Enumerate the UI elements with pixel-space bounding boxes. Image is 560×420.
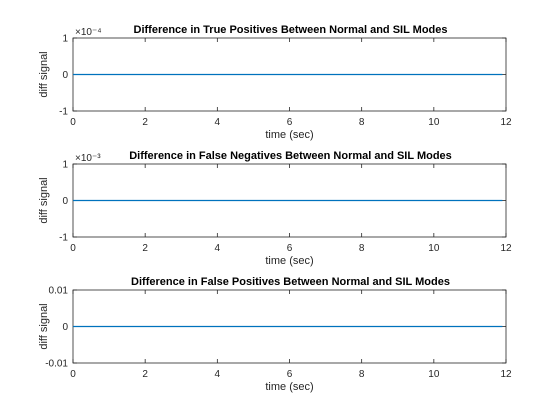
x-axis-label: time (sec): [265, 129, 313, 141]
y-tick-label: 0.01: [49, 286, 69, 297]
subplots: 0 2 4 6 8 10 12-101×10⁻⁴ Difference in True Pos…: [38, 24, 512, 393]
y-axis-label: diff signal: [38, 303, 50, 349]
x-tick-label: 10: [428, 243, 440, 254]
x-axis-label: time (sec): [265, 381, 313, 393]
y-axis-label: diff signal: [38, 177, 50, 223]
x-tick-label: 0: [70, 369, 76, 380]
y-tick-label: 0: [62, 196, 68, 207]
x-tick-label: 6: [287, 117, 293, 128]
x-tick-label: 8: [359, 243, 365, 254]
x-tick-label: 2: [142, 243, 148, 254]
x-tick-label: 12: [500, 369, 512, 380]
x-tick-label: 10: [428, 117, 440, 128]
y-tick-label: 1: [62, 34, 68, 45]
x-tick-label: 12: [500, 117, 512, 128]
subplot-title: Difference in True Positives Between Nor…: [134, 24, 448, 36]
x-tick-label: 10: [428, 369, 440, 380]
x-tick-label: 4: [215, 243, 221, 254]
y-tick-label: 0: [62, 70, 68, 81]
y-tick-label: -1: [59, 233, 68, 244]
x-axis-label: time (sec): [265, 255, 313, 267]
x-tick-label: 12: [500, 243, 512, 254]
x-tick-label: 8: [359, 117, 365, 128]
y-axis-label: diff signal: [38, 51, 50, 97]
x-tick-label: 4: [215, 369, 221, 380]
x-tick-label: 0: [70, 243, 76, 254]
y-tick-label: 1: [62, 160, 68, 171]
y-exponent-label: ×10⁻³: [75, 153, 101, 164]
x-tick-label: 4: [215, 117, 221, 128]
x-tick-label: 6: [287, 369, 293, 380]
subplot-2: 0 2 4 6 8 10 12-101×10⁻³ Difference in False Ne…: [38, 150, 512, 267]
y-tick-label: -0.01: [45, 359, 68, 370]
y-tick-label: -1: [59, 107, 68, 118]
x-tick-label: 0: [70, 117, 76, 128]
y-tick-label: 0: [62, 322, 68, 333]
y-exponent-label: ×10⁻⁴: [75, 27, 102, 38]
x-tick-label: 6: [287, 243, 293, 254]
x-tick-label: 2: [142, 117, 148, 128]
subplot-title: Difference in False Positives Between No…: [131, 276, 450, 288]
subplot-1: 0 2 4 6 8 10 12-101×10⁻⁴ Difference in True Pos…: [38, 24, 512, 141]
subplot-title: Difference in False Negatives Between No…: [129, 150, 452, 162]
x-tick-label: 2: [142, 369, 148, 380]
x-tick-label: 8: [359, 369, 365, 380]
